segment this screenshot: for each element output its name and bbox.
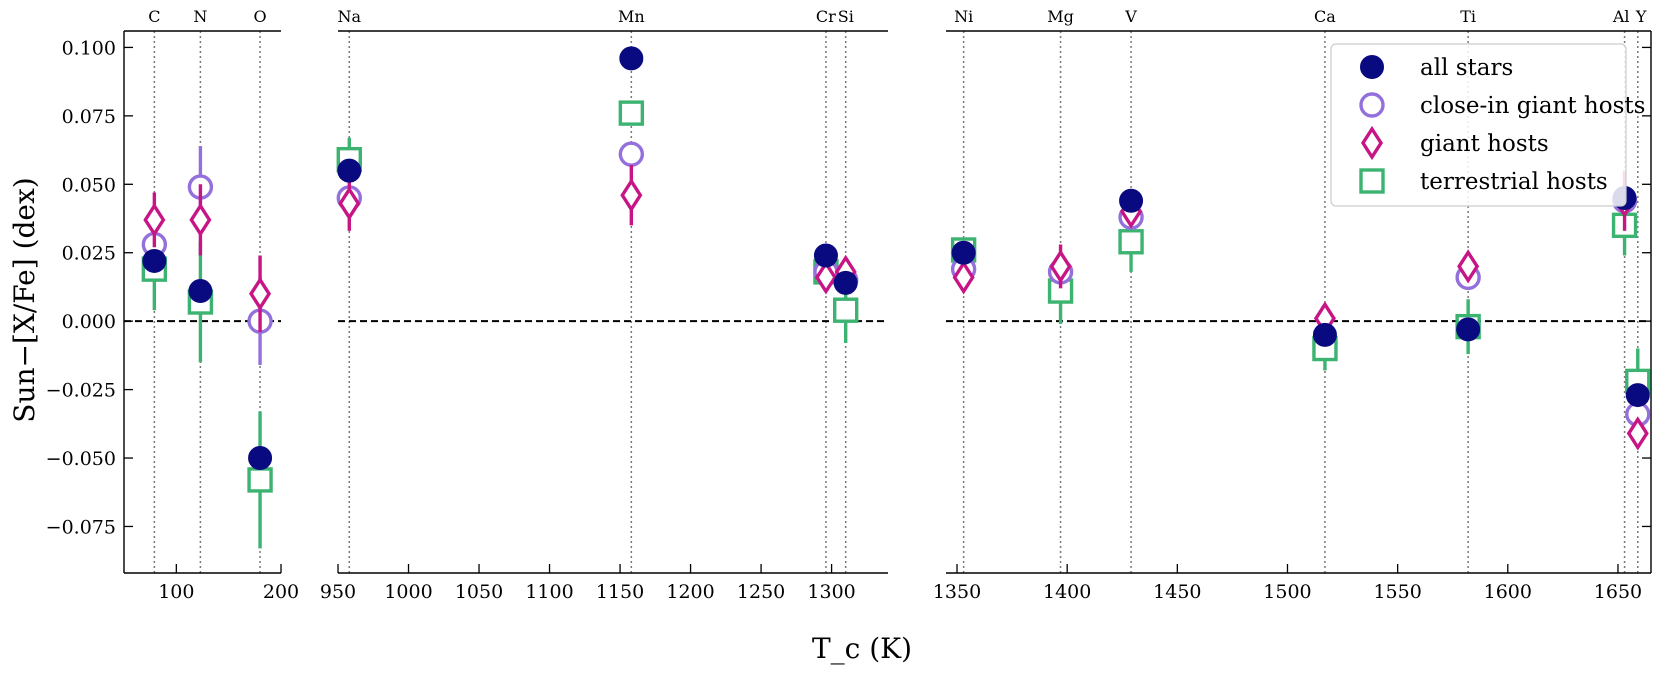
series-all-stars — [142, 248, 273, 471]
point-all-stars-ni — [951, 240, 976, 265]
x-tick-label: 1100 — [525, 581, 573, 603]
x-tick-label: 1500 — [1263, 581, 1311, 603]
element-label-si: Si — [838, 7, 854, 26]
element-label-c: C — [148, 7, 160, 26]
x-tick-label: 1050 — [455, 581, 503, 603]
point-giant-hosts-ni — [952, 260, 975, 295]
point-giant-hosts-ti — [1457, 249, 1480, 284]
x-tick-label: 1250 — [737, 581, 785, 603]
panel-3: Ni Mg V Ca Ti Al Y 1350 1400 1450 1500 1550 1600 1650 — [933, 7, 1652, 603]
series-all-stars — [951, 185, 1650, 408]
x-tick-label: 1650 — [1594, 581, 1642, 603]
point-giant-hosts-cr — [814, 260, 837, 295]
point-terrestrial-hosts-si — [832, 297, 859, 323]
series-terrestrial-hosts — [141, 228, 273, 549]
point-terrestrial-hosts-v — [1118, 229, 1144, 255]
point-all-stars-c — [142, 248, 167, 273]
element-label-ti: Ti — [1460, 7, 1476, 26]
point-all-stars-y — [1625, 383, 1650, 408]
series-close-in-giant-hosts — [336, 141, 859, 293]
point-giant-hosts-n — [189, 202, 212, 238]
series-giant-hosts — [952, 170, 1649, 451]
point-all-stars-ca — [1312, 322, 1337, 347]
y-axis-label: Sun−[X/Fe] (dex) — [8, 177, 41, 422]
x-tick-label: 1600 — [1484, 581, 1532, 603]
legend-marker-all-stars — [1360, 55, 1384, 79]
x-axis-label: T_c (K) — [812, 632, 912, 665]
point-all-stars-o — [248, 446, 273, 471]
y-tick-label: 0.050 — [62, 174, 116, 196]
series-close-in-giant-hosts — [950, 188, 1651, 427]
point-all-stars-na — [337, 158, 362, 183]
series-all-stars — [337, 46, 858, 295]
element-label-cr: Cr — [816, 7, 836, 26]
y-tick-label: −0.075 — [46, 516, 116, 538]
point-terrestrial-hosts-o — [247, 467, 273, 493]
y-tick-label: 0.100 — [62, 37, 116, 59]
y-tick-label: 0.000 — [62, 311, 116, 333]
x-tick-label: 1150 — [596, 581, 644, 603]
series-giant-hosts — [143, 184, 272, 333]
x-tick-label: 1350 — [933, 581, 981, 603]
point-all-stars-mn — [619, 46, 644, 71]
point-all-stars-v — [1119, 188, 1144, 213]
element-label-ni: Ni — [954, 7, 973, 26]
legend-label-all-stars: all stars — [1420, 55, 1513, 81]
legend: all stars close-in giant hosts giant hos… — [1330, 43, 1645, 207]
x-tick-label: 1450 — [1153, 581, 1201, 603]
point-all-stars-si — [833, 270, 858, 295]
x-tick-label: 950 — [320, 581, 356, 603]
point-all-stars-cr — [813, 243, 838, 268]
y-tick-label: −0.050 — [46, 448, 116, 470]
series-giant-hosts — [338, 165, 857, 295]
x-tick-label: 1400 — [1043, 581, 1091, 603]
legend-label-close-in-giant-hosts: close-in giant hosts — [1420, 93, 1645, 119]
element-label-al: Al — [1612, 7, 1630, 26]
panels: C N O 100 200 0.100 0.075 0.050 0.025 0.000 −0.025… — [46, 7, 1652, 603]
point-terrestrial-hosts-mn — [618, 100, 645, 126]
legend-frame — [1330, 43, 1627, 207]
element-label-ca: Ca — [1314, 7, 1336, 26]
point-all-stars-n — [188, 279, 213, 304]
point-giant-hosts-mg — [1049, 249, 1072, 284]
y-tick-label: 0.075 — [62, 106, 116, 128]
legend-label-giant-hosts: giant hosts — [1420, 131, 1549, 157]
point-giant-hosts-na — [338, 186, 361, 221]
series-terrestrial-hosts — [336, 100, 859, 344]
point-close-in-giant-hosts-mn — [618, 141, 645, 167]
x-tick-label: 1200 — [666, 581, 714, 603]
point-giant-hosts-c — [143, 202, 166, 238]
element-label-y: Y — [1635, 7, 1647, 26]
element-label-v: V — [1124, 7, 1137, 26]
x-tick-label: 1000 — [384, 581, 432, 603]
legend-marker-giant-hosts — [1360, 125, 1384, 161]
y-tick-label: 0.025 — [62, 243, 116, 265]
x-tick-label: 1550 — [1373, 581, 1421, 603]
element-label-na: Na — [338, 7, 362, 26]
x-tick-label: 200 — [263, 581, 299, 603]
point-giant-hosts-o — [249, 276, 272, 311]
x-tick-label: 100 — [158, 581, 194, 603]
legend-marker-close-in-giant-hosts — [1359, 92, 1385, 118]
point-giant-hosts-mn — [620, 178, 643, 213]
element-label-mn: Mn — [618, 7, 645, 26]
point-all-stars-ti — [1456, 317, 1481, 342]
element-label-o: O — [254, 7, 267, 26]
legend-markers — [1359, 55, 1385, 194]
y-tick-label: −0.025 — [46, 380, 116, 402]
point-giant-hosts-y — [1626, 416, 1649, 451]
series-terrestrial-hosts — [950, 195, 1651, 415]
legend-marker-terrestrial-hosts — [1359, 168, 1385, 194]
x-tick-label: 1300 — [807, 581, 855, 603]
panel-1: C N O 100 200 0.100 0.075 0.050 0.025 0.000 −0.025… — [46, 7, 299, 603]
element-label-mg: Mg — [1047, 7, 1074, 26]
panel-2: Na Mn Cr Si 950 1000 1050 1100 1150 1200 1250 1300 — [320, 7, 888, 603]
element-label-n: N — [193, 7, 207, 26]
legend-label-terrestrial-hosts: terrestrial hosts — [1420, 169, 1608, 195]
